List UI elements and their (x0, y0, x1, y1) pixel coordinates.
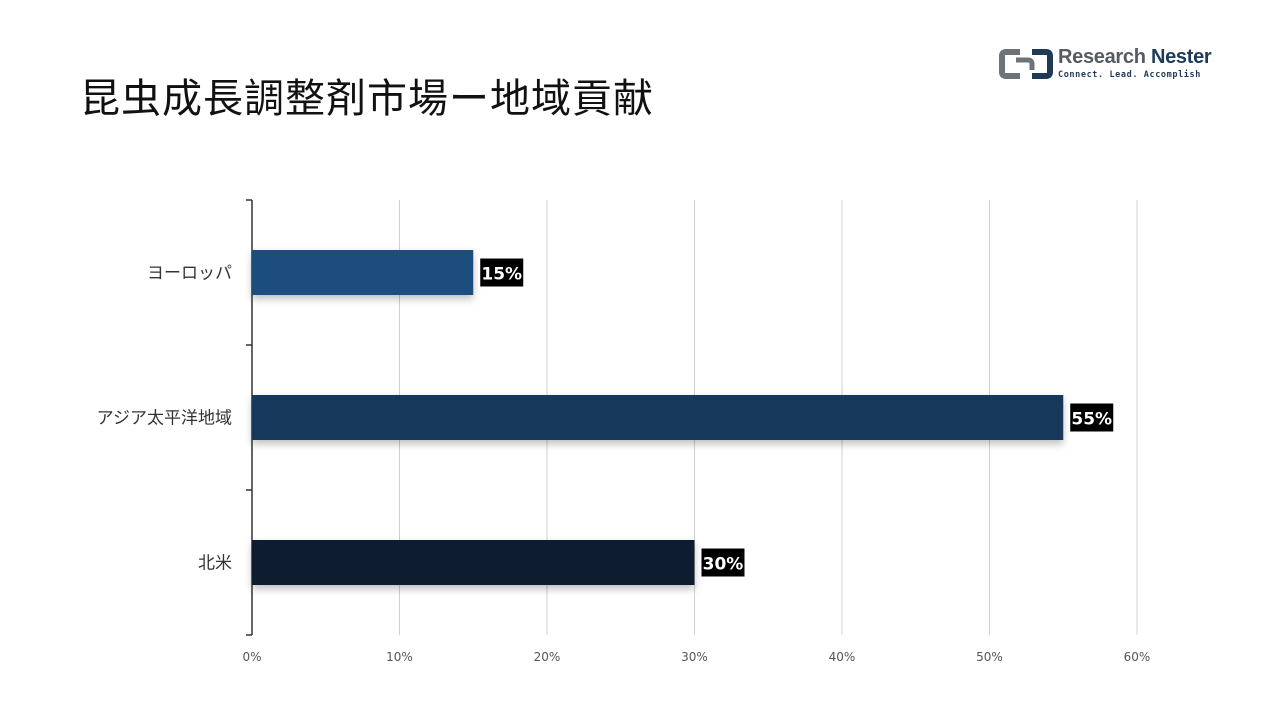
logo-name: Research Nester (1058, 46, 1212, 69)
data-label: 15% (481, 265, 522, 285)
page-title: 昆虫成長調整剤市場ー地域貢献 (80, 76, 654, 122)
x-tick-label: 50% (976, 650, 1003, 664)
category-label: ヨーロッパ (147, 264, 232, 284)
x-tick-label: 20% (534, 650, 561, 664)
data-label: 55% (1071, 410, 1112, 430)
x-tick-label: 10% (386, 650, 413, 664)
x-tick-label: 30% (681, 650, 708, 664)
research-nester-logo-icon (999, 49, 1053, 79)
x-tick-label: 0% (242, 650, 261, 664)
logo-name-part2: Nester (1150, 46, 1212, 68)
data-label-background (480, 258, 524, 287)
brand-logo: Research Nester Connect. Lead. Accomplis… (998, 46, 1238, 86)
logo-name-part1: Research (1058, 46, 1146, 68)
logo-tagline: Connect. Lead. Accomplish (1058, 70, 1201, 80)
category-label: 北米 (198, 554, 232, 574)
data-label-background (1070, 403, 1114, 432)
bar (252, 250, 474, 295)
x-tick-label: 40% (829, 650, 856, 664)
data-label-background (701, 548, 745, 577)
data-label: 30% (703, 555, 744, 575)
bar (252, 395, 1064, 440)
category-label: アジア太平洋地域 (97, 409, 232, 429)
x-tick-label: 60% (1124, 650, 1151, 664)
bar (252, 540, 695, 585)
